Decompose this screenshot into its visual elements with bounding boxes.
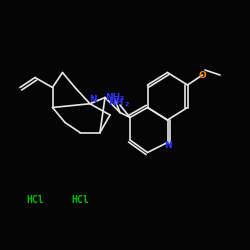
Text: NH: NH xyxy=(105,93,120,102)
Text: 2: 2 xyxy=(124,102,128,107)
Text: 2: 2 xyxy=(119,96,124,101)
Text: N: N xyxy=(164,140,171,149)
Text: HCl: HCl xyxy=(26,195,44,205)
Text: NH: NH xyxy=(108,98,124,107)
Text: O: O xyxy=(198,70,206,80)
Text: N: N xyxy=(89,96,96,104)
Text: HCl: HCl xyxy=(71,195,89,205)
